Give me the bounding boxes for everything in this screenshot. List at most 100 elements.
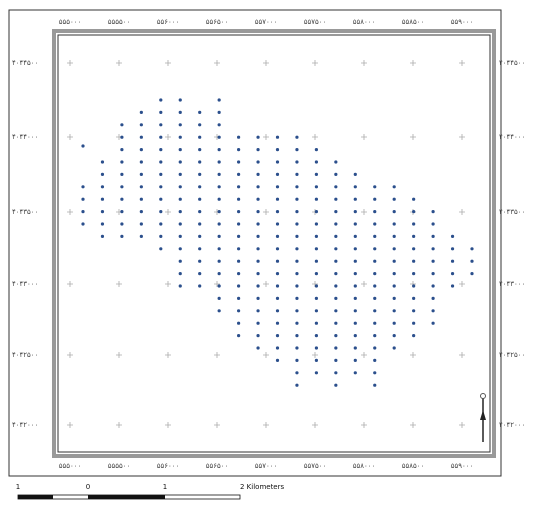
grid-cross — [361, 352, 367, 358]
sample-point — [178, 210, 182, 214]
sample-point — [353, 334, 357, 338]
grid-cross — [116, 281, 122, 287]
sample-point — [334, 321, 338, 325]
sample-point — [237, 222, 241, 226]
sample-point — [314, 234, 318, 238]
sample-point — [373, 309, 377, 313]
grid-cross — [67, 209, 73, 215]
sample-point — [217, 123, 221, 127]
top-coordinate-label: ۵۵۹۰۰۰ — [451, 18, 474, 26]
left-coordinate-label: ۴۰۴۴۵۰۰ — [12, 59, 38, 67]
sample-point — [412, 321, 416, 325]
sample-point — [275, 247, 280, 251]
sample-point — [392, 210, 396, 214]
sample-point — [139, 210, 143, 214]
sample-point — [373, 185, 377, 189]
sample-point — [217, 222, 221, 226]
sample-point — [412, 272, 416, 276]
sample-point — [217, 247, 221, 251]
sample-point — [275, 210, 280, 214]
right-coordinate-label: ۴۰۴۳۰۰۰ — [499, 280, 525, 288]
bottom-coordinate-label: ۵۵۷۵۰۰ — [304, 462, 327, 470]
top-coordinate-label: ۵۵۵۰۰۰ — [59, 18, 82, 26]
sample-point — [450, 259, 455, 263]
sample-point — [353, 371, 357, 375]
sample-point — [334, 383, 338, 387]
sample-point — [217, 148, 221, 152]
sample-point — [412, 334, 416, 338]
right-coordinate-label: ۴۰۴۲۵۰۰ — [499, 351, 525, 359]
sample-point — [373, 210, 377, 214]
sample-point — [198, 197, 202, 201]
sample-point — [139, 234, 143, 238]
sample-point — [431, 234, 435, 238]
sample-point — [431, 259, 435, 263]
sample-point — [275, 321, 280, 325]
sample-point — [159, 197, 163, 201]
sample-point — [275, 160, 280, 164]
sample-point — [295, 358, 299, 362]
top-coordinate-label: ۵۵۷۰۰۰ — [255, 18, 278, 26]
sample-point — [198, 123, 202, 127]
sample-point — [178, 247, 182, 251]
sample-point — [314, 334, 318, 338]
sample-point — [314, 197, 318, 201]
grid-cross — [312, 352, 318, 358]
sample-point — [353, 296, 357, 300]
sample-point — [237, 172, 241, 176]
sample-point — [295, 210, 299, 214]
top-coordinate-label: ۵۵۶۰۰۰ — [157, 18, 180, 26]
sample-point — [81, 144, 85, 148]
map-inner-frame — [57, 34, 491, 453]
sample-point — [100, 234, 105, 238]
sample-point — [275, 172, 280, 176]
sample-point — [100, 172, 105, 176]
grid-cross — [165, 134, 171, 140]
sample-point — [275, 259, 280, 263]
sample-point — [198, 172, 202, 176]
right-coordinate-label: ۴۰۴۳۵۰۰ — [499, 208, 525, 216]
sample-point — [373, 346, 377, 350]
sample-point — [275, 197, 280, 201]
sample-point — [139, 123, 143, 127]
sample-point — [198, 259, 202, 263]
sample-point — [392, 296, 396, 300]
top-coordinate-label: ۵۵۶۵۰۰ — [206, 18, 229, 26]
sample-point — [256, 210, 260, 214]
scale-label: 1 — [16, 483, 20, 491]
map-frame — [52, 29, 496, 458]
bottom-coordinate-label: ۵۵۸۵۰۰ — [402, 462, 425, 470]
sample-point — [256, 259, 260, 263]
sample-point — [217, 234, 221, 238]
sample-point — [353, 185, 357, 189]
sample-point — [256, 247, 260, 251]
sample-point — [120, 234, 124, 238]
sample-point — [373, 197, 377, 201]
sample-point — [275, 272, 280, 276]
sample-point — [295, 148, 299, 152]
sample-point — [237, 247, 241, 251]
sample-point — [178, 284, 182, 288]
sample-point — [295, 309, 299, 313]
sample-point — [275, 334, 280, 338]
grid-cross — [165, 209, 171, 215]
sample-point — [314, 210, 318, 214]
sample-point — [412, 296, 416, 300]
right-coordinate-label: ۴۰۴۴۰۰۰ — [499, 133, 525, 141]
sample-point — [275, 358, 280, 362]
grid-cross — [165, 60, 171, 66]
grid-cross — [459, 134, 465, 140]
sample-point — [412, 222, 416, 226]
sample-point — [120, 185, 124, 189]
sample-point — [392, 185, 396, 189]
sample-point — [353, 172, 357, 176]
sample-point — [353, 222, 357, 226]
sample-point — [178, 148, 182, 152]
sample-point — [373, 371, 377, 375]
sample-point — [470, 259, 474, 263]
sample-point — [353, 247, 357, 251]
sample-point — [217, 210, 221, 214]
bottom-coordinate-label: ۵۵۶۵۰۰ — [206, 462, 229, 470]
